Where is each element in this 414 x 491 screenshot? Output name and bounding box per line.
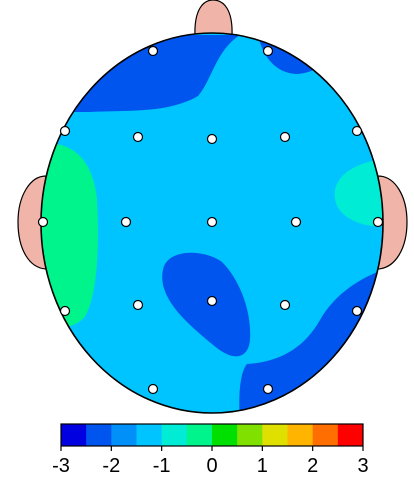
- electrode-marker: [147, 383, 159, 395]
- colorbar-tick-label: -2: [102, 455, 120, 477]
- electrode-marker: [262, 383, 274, 395]
- colorbar-bin: [136, 424, 163, 446]
- electrode-marker: [279, 299, 291, 311]
- colorbar: -3 -2 -1 0 1 2 3: [52, 423, 369, 477]
- electrode-layer: [37, 45, 384, 395]
- colorbar-bin: [212, 424, 238, 446]
- scalp-potential-map: [41, 33, 383, 413]
- electrode-marker: [132, 131, 144, 143]
- colorbar-bin: [61, 424, 87, 446]
- nose-shape: [194, 0, 233, 37]
- electrode-marker: [351, 305, 363, 317]
- colorbar-bin: [337, 424, 364, 446]
- electrode-marker: [59, 125, 71, 137]
- electrode-marker: [279, 131, 291, 143]
- colorbar-bin: [186, 424, 213, 446]
- right-temporal-region: [334, 158, 383, 227]
- colorbar-bin: [161, 424, 188, 446]
- colorbar-tick-label: 2: [307, 455, 318, 477]
- colorbar-bins: [61, 424, 364, 446]
- electrode-marker: [37, 216, 49, 228]
- electrode-marker: [351, 125, 363, 137]
- colorbar-tick-label: 0: [206, 455, 217, 477]
- left-ear-shape: [17, 175, 47, 270]
- electrode-marker: [120, 216, 132, 228]
- colorbar-tick-labels: -3 -2 -1 0 1 2 3: [52, 455, 368, 477]
- electrode-marker: [206, 133, 218, 145]
- colorbar-bin: [287, 424, 314, 446]
- colorbar-tick-label: -3: [52, 455, 70, 477]
- colorbar-bin: [86, 424, 112, 446]
- right-ear-shape: [377, 175, 408, 270]
- electrode-marker: [290, 216, 302, 228]
- electrode-marker: [262, 45, 274, 57]
- electrode-marker: [59, 305, 71, 317]
- colorbar-bin: [237, 424, 263, 446]
- central-negative-region: [162, 252, 251, 357]
- colorbar-bin: [312, 424, 339, 446]
- electrode-marker: [372, 216, 384, 228]
- electrode-marker: [206, 295, 218, 307]
- colorbar-bin: [111, 424, 137, 446]
- electrode-marker: [206, 216, 218, 228]
- electrode-marker: [132, 299, 144, 311]
- colorbar-tick-label: 1: [257, 455, 268, 477]
- colorbar-bin: [262, 424, 288, 446]
- colorbar-tick-label: 3: [357, 455, 368, 477]
- left-temporal-region: [41, 143, 98, 328]
- colorbar-ticks: [60, 446, 364, 451]
- electrode-marker: [147, 45, 159, 57]
- colorbar-tick-label: -1: [153, 455, 171, 477]
